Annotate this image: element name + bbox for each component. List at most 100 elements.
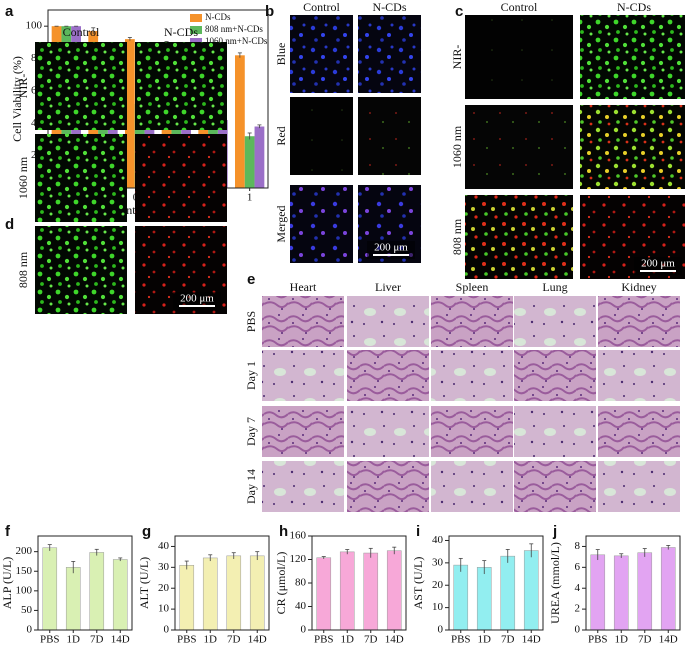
micrograph xyxy=(598,296,680,347)
scale-bar-label: 200 μm xyxy=(180,293,214,305)
error-bar xyxy=(47,544,52,551)
column-label: N-CDs xyxy=(164,25,198,39)
micrograph xyxy=(35,134,127,222)
panel-label: e xyxy=(247,271,255,288)
micrograph xyxy=(290,97,353,175)
x-tick-label: 14D xyxy=(385,634,404,646)
column-label: Control xyxy=(63,25,100,39)
y-axis-label: Cell Viability (%) xyxy=(10,56,24,142)
column-label: N-CDs xyxy=(372,0,406,14)
bar xyxy=(249,555,265,631)
micrograph xyxy=(262,406,344,457)
y-axis-label: UREA (mmol/L) xyxy=(548,542,562,624)
micrograph xyxy=(135,134,227,222)
bar xyxy=(660,547,676,631)
error-bar xyxy=(595,549,600,561)
y-tick-label: 2 xyxy=(575,603,581,615)
micrograph xyxy=(431,406,513,457)
error-bar xyxy=(619,553,624,558)
bar xyxy=(112,559,128,631)
row-label: NIR- xyxy=(16,74,30,99)
y-axis-label: ALT (U/L) xyxy=(137,557,151,609)
x-tick-label: 1D xyxy=(341,634,355,646)
row-label: NIR- xyxy=(450,45,464,70)
panel-label: h xyxy=(279,523,288,540)
row-label: 1060 nm xyxy=(16,156,30,199)
error-bar xyxy=(255,551,260,561)
error-bar xyxy=(345,549,350,555)
panel-label: j xyxy=(552,523,557,540)
error-bar xyxy=(368,547,373,558)
micrograph xyxy=(465,195,573,279)
x-tick-label: 7D xyxy=(227,634,241,646)
y-tick-label: 40 xyxy=(158,540,170,552)
x-tick-label: PBS xyxy=(177,634,197,646)
x-tick-label: 1D xyxy=(67,634,81,646)
row-label: 1060 nm xyxy=(450,125,464,168)
error-bar xyxy=(642,548,647,557)
error-bar xyxy=(231,552,236,559)
bar xyxy=(235,55,245,189)
y-axis-label: CR (μmol/L) xyxy=(274,552,288,615)
micrograph xyxy=(598,406,680,457)
panel-label: a xyxy=(5,3,14,20)
error-bar xyxy=(257,124,262,129)
bar xyxy=(637,552,653,631)
micrograph xyxy=(35,42,127,130)
column-label: Liver xyxy=(375,280,401,294)
legend-label: 1060 nm+N-CDs xyxy=(205,36,268,46)
y-tick-label: 20 xyxy=(158,582,170,594)
error-bar xyxy=(118,557,123,562)
x-tick-label: 1 xyxy=(247,192,253,204)
bar xyxy=(226,555,242,631)
error-bar xyxy=(94,548,99,556)
y-tick-label: 40 xyxy=(295,600,307,612)
y-tick-label: 0 xyxy=(301,624,307,636)
bar xyxy=(179,564,195,631)
row-label: PBS xyxy=(244,311,258,332)
row-label: Day 1 xyxy=(244,361,258,390)
error-bar xyxy=(237,52,242,58)
bar xyxy=(244,136,255,188)
row-label: Red xyxy=(274,126,288,145)
micrograph xyxy=(290,185,353,263)
y-tick-label: 120 xyxy=(290,553,307,565)
y-tick-label: 8 xyxy=(575,540,581,552)
bar xyxy=(42,547,58,631)
error-bar xyxy=(184,560,189,570)
y-tick-label: 30 xyxy=(158,561,170,573)
y-tick-label: 0 xyxy=(164,624,170,636)
error-bar xyxy=(392,546,397,555)
row-label: Day 14 xyxy=(244,469,258,504)
error-bar xyxy=(127,37,132,41)
error-bar xyxy=(529,543,534,558)
error-bar xyxy=(91,27,96,35)
micrograph xyxy=(35,226,127,314)
micrograph xyxy=(580,105,685,189)
y-axis-label: AST (U/L) xyxy=(411,557,425,610)
bar xyxy=(363,552,379,631)
x-tick-label: 1D xyxy=(615,634,629,646)
scale-bar-label: 200 μm xyxy=(641,258,675,270)
micrograph xyxy=(262,350,344,401)
x-tick-label: PBS xyxy=(314,634,334,646)
y-tick-label: 30 xyxy=(432,556,444,568)
row-label: Day 7 xyxy=(244,417,258,446)
micrograph xyxy=(431,350,513,401)
micrograph xyxy=(347,406,429,457)
micrograph xyxy=(431,296,513,347)
legend-swatch xyxy=(190,26,202,34)
error-bar xyxy=(482,560,487,575)
micrograph xyxy=(580,15,685,99)
micrograph xyxy=(465,105,573,189)
panel-label: c xyxy=(455,3,463,20)
x-tick-label: 14D xyxy=(659,634,678,646)
row-label: Merged xyxy=(274,205,288,242)
y-tick-label: 10 xyxy=(432,601,444,613)
x-tick-label: 7D xyxy=(501,634,515,646)
x-tick-label: 14D xyxy=(248,634,267,646)
y-tick-label: 50 xyxy=(21,604,33,616)
y-tick-label: 0 xyxy=(438,624,444,636)
